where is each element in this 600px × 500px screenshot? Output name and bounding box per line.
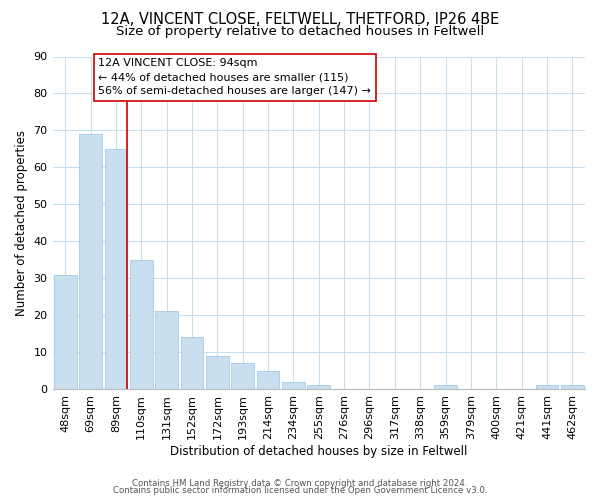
Bar <box>181 338 203 389</box>
Bar <box>231 363 254 389</box>
Text: 12A, VINCENT CLOSE, FELTWELL, THETFORD, IP26 4BE: 12A, VINCENT CLOSE, FELTWELL, THETFORD, … <box>101 12 499 28</box>
Bar <box>257 370 280 389</box>
Bar <box>104 149 127 389</box>
Text: 12A VINCENT CLOSE: 94sqm
← 44% of detached houses are smaller (115)
56% of semi-: 12A VINCENT CLOSE: 94sqm ← 44% of detach… <box>98 58 371 96</box>
Bar <box>536 386 559 389</box>
Text: Contains public sector information licensed under the Open Government Licence v3: Contains public sector information licen… <box>113 486 487 495</box>
Text: Contains HM Land Registry data © Crown copyright and database right 2024.: Contains HM Land Registry data © Crown c… <box>132 478 468 488</box>
X-axis label: Distribution of detached houses by size in Feltwell: Distribution of detached houses by size … <box>170 444 467 458</box>
Bar <box>561 386 584 389</box>
Bar <box>206 356 229 389</box>
Bar <box>130 260 152 389</box>
Bar <box>54 274 77 389</box>
Bar <box>79 134 102 389</box>
Text: Size of property relative to detached houses in Feltwell: Size of property relative to detached ho… <box>116 25 484 38</box>
Y-axis label: Number of detached properties: Number of detached properties <box>15 130 28 316</box>
Bar <box>155 312 178 389</box>
Bar <box>282 382 305 389</box>
Bar <box>307 386 330 389</box>
Bar <box>434 386 457 389</box>
